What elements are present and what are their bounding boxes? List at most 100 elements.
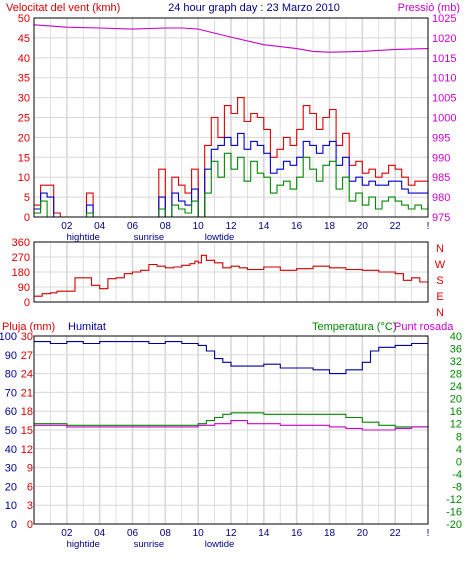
temperature-axis-tick-label: -20 bbox=[446, 519, 462, 531]
left-axis-tick-label: 20 bbox=[18, 132, 30, 144]
temperature-axis-tick-label: 32 bbox=[450, 356, 462, 368]
left-axis-tick-label: 180 bbox=[12, 267, 30, 279]
rain-axis-tick-label: 6 bbox=[27, 481, 33, 493]
temperature-axis-title: Temperatura (°C) bbox=[312, 321, 396, 333]
event-label-hightide: hightide bbox=[67, 232, 100, 243]
humidity-axis-tick-label: 40 bbox=[5, 444, 17, 456]
left-axis-tick-label: 10 bbox=[18, 172, 30, 184]
compass-label: N bbox=[436, 307, 444, 319]
left-axis-tick-label: 50 bbox=[18, 13, 30, 25]
humidity-axis-tick-label: 50 bbox=[5, 425, 17, 437]
x-tick-label: 18 bbox=[324, 528, 336, 539]
event-label-lowtide: lowtide bbox=[205, 232, 235, 243]
left-axis-tick-label: 360 bbox=[12, 237, 30, 249]
x-tick-label: 14 bbox=[258, 221, 270, 232]
series-line-direcci-del-vent bbox=[34, 254, 428, 297]
right-axis-tick-label: 985 bbox=[432, 172, 450, 184]
left-axis-tick-label: 270 bbox=[12, 252, 30, 264]
pressure-axis-title: Pressió (mb) bbox=[398, 2, 460, 14]
chart-title: 24 hour graph day : 23 Marzo 2010 bbox=[168, 2, 340, 14]
event-label-sunrise: sunrise bbox=[134, 539, 165, 550]
temperature-axis-tick-label: -16 bbox=[446, 506, 462, 518]
x-tick-label: 02 bbox=[61, 221, 73, 232]
humidity-axis-title: Humitat bbox=[68, 321, 106, 333]
compass-label: N bbox=[436, 243, 444, 255]
x-tick-label: 12 bbox=[225, 528, 237, 539]
x-tick-label: 18 bbox=[324, 221, 336, 232]
series-line-humitat bbox=[34, 341, 428, 375]
x-tick-label: 22 bbox=[390, 221, 402, 232]
x-tick-label: 08 bbox=[160, 221, 172, 232]
left-axis-tick-label: 15 bbox=[18, 152, 30, 164]
right-axis-tick-label: 990 bbox=[432, 152, 450, 164]
right-axis-tick-label: 1000 bbox=[432, 113, 456, 125]
x-tick-label: 10 bbox=[193, 221, 205, 232]
x-tick-label: 06 bbox=[127, 528, 139, 539]
humidity-axis-tick-label: 10 bbox=[5, 500, 17, 512]
x-tick-label: 04 bbox=[94, 528, 106, 539]
x-tick-label: 14 bbox=[258, 528, 270, 539]
temperature-axis-tick-label: -12 bbox=[446, 494, 462, 506]
panel1-frame bbox=[33, 17, 429, 218]
rain-axis-tick-label: 15 bbox=[21, 425, 33, 437]
right-axis-tick-label: 1020 bbox=[432, 33, 456, 45]
x-tick-label: 20 bbox=[357, 528, 369, 539]
right-axis-tick-label: 980 bbox=[432, 192, 450, 204]
humidity-axis-tick-label: 20 bbox=[5, 481, 17, 493]
dew-point-axis-title: Punt rosada bbox=[394, 321, 454, 333]
temperature-axis-tick-label: 16 bbox=[450, 406, 462, 418]
temperature-axis-tick-label: 8 bbox=[456, 431, 462, 443]
compass-label: E bbox=[436, 291, 443, 303]
series-line-temperatura-c bbox=[34, 412, 429, 428]
left-axis-tick-label: 30 bbox=[18, 93, 30, 105]
rain-axis-tick-label: 0 bbox=[27, 519, 33, 531]
temperature-axis-tick-label: 28 bbox=[450, 369, 462, 381]
x-tick-label: 08 bbox=[160, 528, 172, 539]
left-axis-tick-label: 5 bbox=[24, 192, 30, 204]
humidity-axis-tick-label: 0 bbox=[11, 519, 17, 531]
left-axis-tick-label: 35 bbox=[18, 73, 30, 85]
x-tick-label: 22 bbox=[390, 528, 402, 539]
x-tick-label: 02 bbox=[61, 528, 73, 539]
left-axis-tick-label: 25 bbox=[18, 113, 30, 125]
humidity-axis-tick-label: 30 bbox=[5, 463, 17, 475]
right-axis-tick-label: 1005 bbox=[432, 93, 456, 105]
left-axis-tick-label: 45 bbox=[18, 33, 30, 45]
temperature-axis-tick-label: 20 bbox=[450, 394, 462, 406]
wind-speed-axis-title: Velocitat del vent (kmh) bbox=[6, 2, 120, 14]
temperature-axis-tick-label: -8 bbox=[452, 481, 462, 493]
rain-axis-title: Pluja (mm) bbox=[2, 321, 55, 333]
x-tick-label: 04 bbox=[94, 221, 106, 232]
panel3-frame bbox=[33, 335, 429, 525]
temperature-axis-tick-label: 0 bbox=[456, 456, 462, 468]
temperature-axis-tick-label: 40 bbox=[450, 331, 462, 343]
event-label-sunrise: sunrise bbox=[134, 232, 165, 243]
rain-axis-tick-label: 24 bbox=[21, 369, 33, 381]
temperature-axis-tick-label: 36 bbox=[450, 344, 462, 356]
right-axis-tick-label: 1010 bbox=[432, 73, 456, 85]
left-axis-tick-label: 40 bbox=[18, 53, 30, 65]
panel2-frame bbox=[33, 241, 429, 303]
event-label-hightide: hightide bbox=[67, 539, 100, 550]
left-axis-tick-label: 0 bbox=[24, 297, 30, 309]
rain-axis-tick-label: 3 bbox=[27, 500, 33, 512]
right-axis-tick-label: 995 bbox=[432, 132, 450, 144]
humidity-axis-tick-label: 100 bbox=[0, 331, 17, 343]
series-line-punt-rosada bbox=[34, 420, 428, 431]
x-tick-label: 16 bbox=[291, 528, 303, 539]
right-axis-tick-label: 1015 bbox=[432, 53, 456, 65]
temperature-axis-tick-label: 4 bbox=[456, 444, 462, 456]
x-tick-label: 12 bbox=[225, 221, 237, 232]
rain-axis-tick-label: 21 bbox=[21, 387, 33, 399]
temperature-axis-tick-label: 24 bbox=[450, 381, 462, 393]
humidity-axis-tick-label: 90 bbox=[5, 350, 17, 362]
humidity-axis-tick-label: 60 bbox=[5, 406, 17, 418]
rain-axis-tick-label: 30 bbox=[21, 331, 33, 343]
rain-axis-tick-label: 12 bbox=[21, 444, 33, 456]
temperature-axis-tick-label: 12 bbox=[450, 419, 462, 431]
right-axis-tick-label: 975 bbox=[432, 212, 450, 224]
x-tick-label: ! bbox=[427, 221, 430, 232]
left-axis-tick-label: 90 bbox=[18, 282, 30, 294]
